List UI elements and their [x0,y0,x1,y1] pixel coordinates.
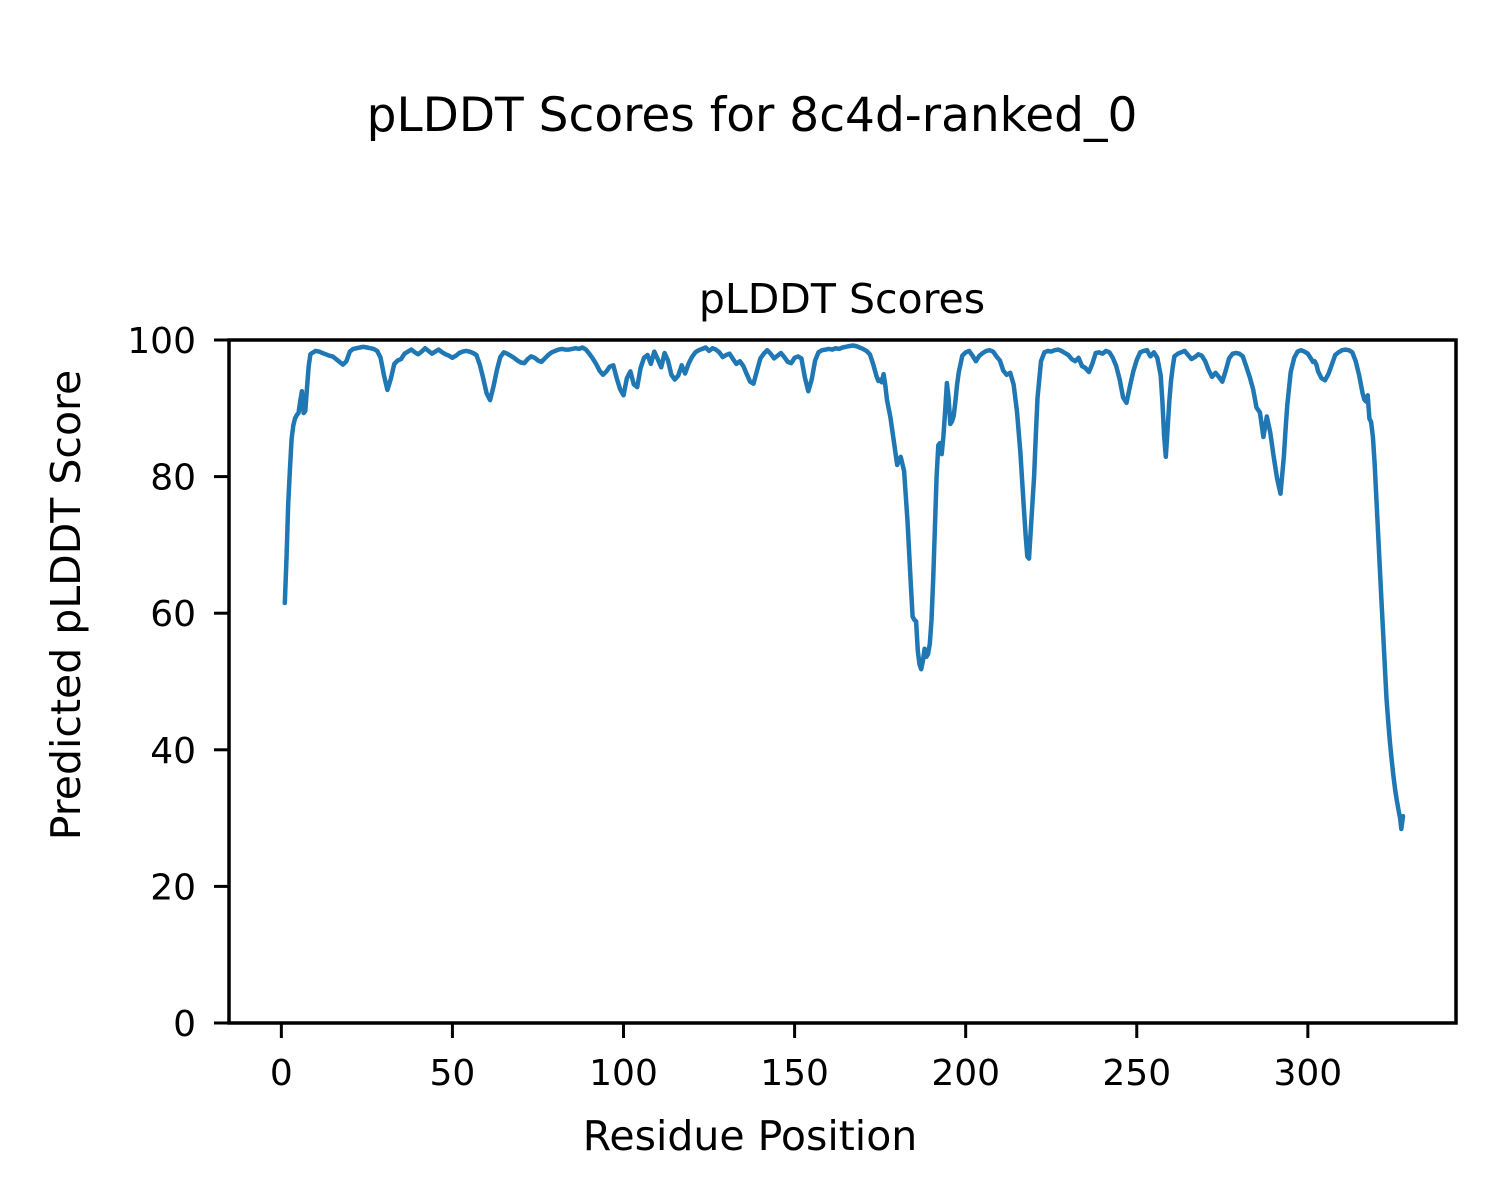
plot-area [282,343,1406,832]
x-tick-label: 50 [430,1053,476,1094]
x-tick-label: 300 [1273,1053,1342,1094]
axes-frame [227,338,1458,1025]
x-axis-label: Residue Position [583,1112,918,1160]
x-tick-label: 250 [1102,1053,1171,1094]
y-tick-label: 80 [150,458,196,499]
x-tick-label: 0 [270,1053,293,1094]
figure-suptitle: pLDDT Scores for 8c4d-ranked_0 [367,88,1138,143]
x-tick-label: 100 [589,1053,658,1094]
axis-ticks: 0 50 100 150 200 250 300 0 20 40 60 80 100 [127,321,1342,1094]
axes-title: pLDDT Scores [699,275,985,323]
y-tick-label: 0 [173,1004,196,1045]
x-tick-label: 200 [931,1053,1000,1094]
y-tick-label: 100 [127,321,196,362]
y-tick-label: 40 [150,731,196,772]
y-tick-label: 60 [150,594,196,635]
plddt-line [282,343,1406,832]
x-tick-label: 150 [760,1053,829,1094]
y-tick-label: 20 [150,867,196,908]
y-axis-label: Predicted pLDDT Score [42,370,90,840]
